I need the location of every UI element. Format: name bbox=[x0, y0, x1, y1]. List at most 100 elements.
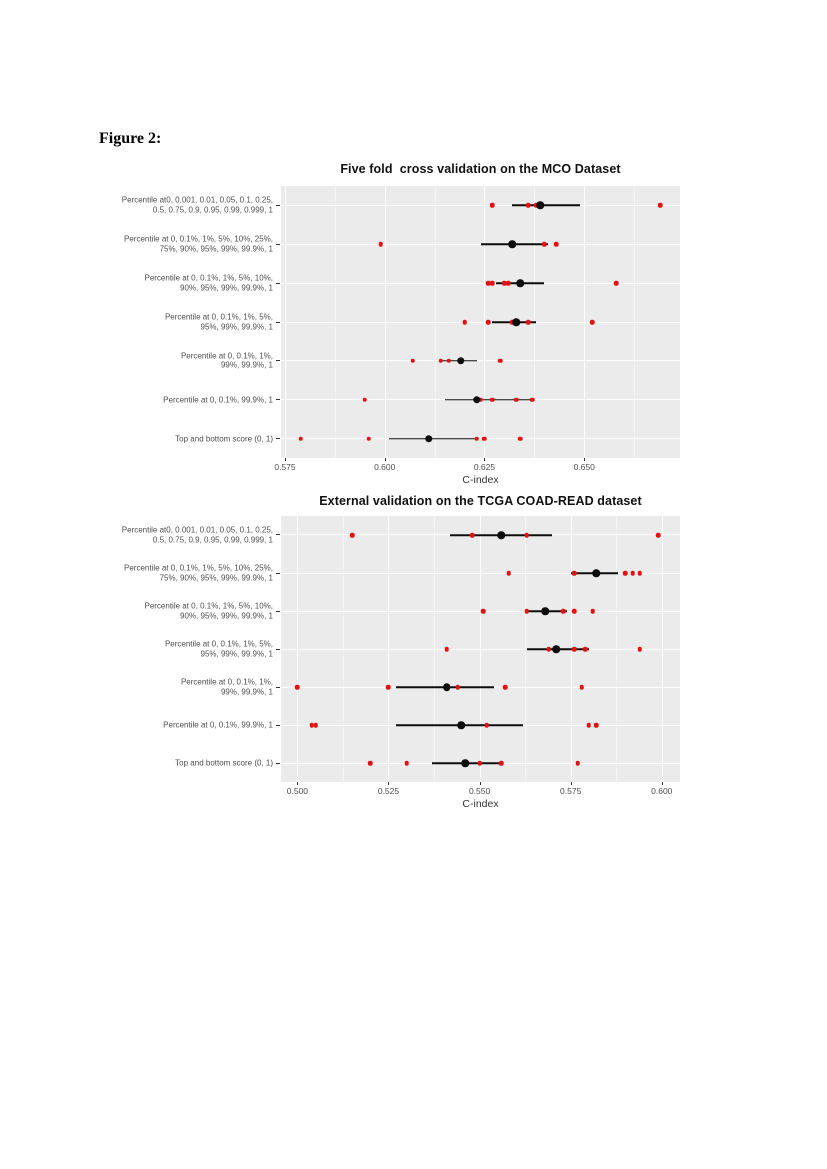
y-tick-mark bbox=[276, 762, 280, 764]
fold-point bbox=[446, 358, 451, 364]
fold-point bbox=[498, 358, 503, 364]
x-tick-mark bbox=[584, 458, 586, 461]
y-axis-label: Top and bottom score (0, 1) bbox=[175, 758, 273, 768]
gridline-row bbox=[281, 282, 680, 284]
y-tick-mark bbox=[276, 321, 280, 323]
fold-point bbox=[362, 397, 368, 402]
y-axis-label-line: Percentile at 0, 0.1%, 1%, 5%, 10%, bbox=[144, 273, 273, 283]
fold-point bbox=[438, 358, 443, 364]
y-axis-label-line: Percentile at 0, 0.1%, 1%, 5%, bbox=[164, 312, 273, 322]
fold-point bbox=[462, 319, 467, 325]
fold-point bbox=[478, 397, 483, 402]
fold-point bbox=[657, 203, 663, 208]
fold-point bbox=[490, 203, 495, 208]
ci-line bbox=[388, 437, 477, 440]
mean-point bbox=[592, 569, 600, 577]
y-axis-label-line: 75%, 90%, 95%, 99%, 99.9%, 1 bbox=[159, 573, 273, 582]
chart-title: External validation on the TCGA COAD-REA… bbox=[319, 494, 642, 508]
fold-point bbox=[444, 646, 450, 652]
gridline-row bbox=[281, 610, 680, 612]
y-axis-label: Percentile at 0, 0.1%, 1%, 99%, 99.9%, 1 bbox=[181, 678, 273, 697]
y-axis-label: Percentile at 0, 0.1%, 1%, 5%, 10%, 90%, … bbox=[144, 274, 273, 293]
y-axis-label: Percentile at 0, 0.1%, 99.9%, 1 bbox=[163, 395, 273, 405]
fold-point bbox=[586, 722, 592, 728]
y-axis-label-line: Percentile at 0, 0.1%, 99.9%, 1 bbox=[163, 394, 273, 404]
fold-point bbox=[590, 608, 595, 614]
fold-point bbox=[366, 436, 372, 441]
gridline-row bbox=[281, 572, 680, 574]
fold-point bbox=[530, 397, 535, 402]
y-tick-mark bbox=[276, 610, 280, 612]
gridline-row bbox=[281, 438, 680, 440]
fold-point bbox=[583, 646, 588, 652]
fold-point bbox=[490, 397, 495, 402]
plot-panel bbox=[276, 516, 680, 782]
ci-line bbox=[512, 204, 581, 207]
y-axis-label: Percentile at 0, 0.1%, 1%, 99%, 99.9%, 1 bbox=[181, 351, 273, 370]
y-axis-label-line: 99%, 99.9%, 1 bbox=[220, 687, 273, 696]
y-axis-label-line: Top and bottom score (0, 1) bbox=[175, 433, 273, 443]
x-tick-mark bbox=[661, 782, 663, 785]
y-axis-label: Percentile at 0, 0.1%, 1%, 5%, 95%, 99%, … bbox=[165, 640, 273, 659]
fold-point bbox=[349, 532, 355, 538]
fold-point bbox=[368, 760, 373, 766]
mean-point bbox=[461, 759, 469, 767]
fold-point bbox=[613, 280, 619, 286]
fold-point bbox=[309, 722, 315, 728]
fold-point bbox=[455, 684, 460, 690]
fold-point bbox=[474, 436, 479, 441]
y-axis-label-line: 90%, 95%, 99%, 99.9%, 1 bbox=[180, 283, 273, 293]
fold-point bbox=[484, 722, 490, 728]
fold-point bbox=[477, 760, 482, 766]
fold-point bbox=[561, 608, 566, 614]
y-axis-label: Percentile at 0, 0.1%, 1%, 5%, 10%, 90%, … bbox=[144, 602, 273, 621]
y-axis-label-line: Percentile at 0, 0.1%, 1%, bbox=[180, 677, 273, 687]
fold-point bbox=[510, 319, 515, 325]
plot-panel bbox=[276, 186, 680, 458]
fold-point bbox=[486, 319, 491, 325]
fold-point bbox=[637, 646, 643, 652]
y-axis-label-line: Percentile at 0, 0.1%, 1%, 5%, bbox=[164, 639, 273, 649]
fold-point bbox=[526, 319, 531, 325]
y-tick-mark bbox=[276, 686, 280, 688]
fold-point bbox=[386, 684, 391, 690]
fold-point bbox=[546, 646, 552, 652]
fold-point bbox=[655, 532, 661, 538]
fold-point bbox=[630, 570, 635, 576]
mean-point bbox=[512, 318, 521, 326]
x-axis: 0.575 0.600 0.625 0.650 bbox=[274, 458, 680, 474]
fold-point bbox=[572, 608, 577, 614]
y-axis-label-line: Percentile at 0, 0.1%, 1%, 5%, 10%, bbox=[144, 601, 273, 611]
fold-point bbox=[295, 684, 300, 690]
fold-point bbox=[524, 608, 530, 614]
fold-point bbox=[482, 436, 487, 441]
x-axis-title: C-index bbox=[462, 474, 499, 486]
fold-point bbox=[572, 570, 577, 576]
y-axis-labels: Percentile at0, 0.001, 0.01, 0.05, 0.1, … bbox=[100, 186, 273, 458]
y-tick-mark bbox=[276, 438, 280, 440]
fold-point bbox=[378, 242, 383, 247]
x-tick-mark bbox=[388, 782, 390, 785]
chart-tcga-external-validation: External validation on the TCGA COAD-REA… bbox=[100, 492, 700, 824]
mean-point bbox=[443, 683, 451, 691]
x-tick-label: 0.600 bbox=[374, 462, 396, 472]
fold-point bbox=[470, 532, 475, 538]
mean-point bbox=[516, 279, 525, 287]
fold-point bbox=[589, 319, 595, 325]
y-axis-label-line: Percentile at 0, 0.1%, 1%, bbox=[180, 351, 273, 361]
x-tick-label: 0.650 bbox=[573, 462, 595, 472]
x-tick-mark bbox=[384, 458, 386, 461]
y-tick-mark bbox=[276, 360, 280, 362]
x-tick-label: 0.575 bbox=[274, 462, 296, 472]
y-axis-label-line: 95%, 99%, 99.9%, 1 bbox=[200, 322, 274, 331]
fold-point bbox=[518, 436, 523, 441]
x-tick-label: 0.525 bbox=[377, 786, 400, 796]
fold-point bbox=[410, 358, 415, 364]
fold-point bbox=[404, 760, 409, 766]
mean-point bbox=[508, 240, 517, 249]
mean-point bbox=[541, 607, 549, 615]
y-axis-label: Percentile at0, 0.001, 0.01, 0.05, 0.1, … bbox=[122, 196, 273, 215]
mean-point bbox=[497, 531, 506, 539]
mean-point bbox=[472, 395, 481, 404]
fold-point bbox=[480, 608, 486, 614]
